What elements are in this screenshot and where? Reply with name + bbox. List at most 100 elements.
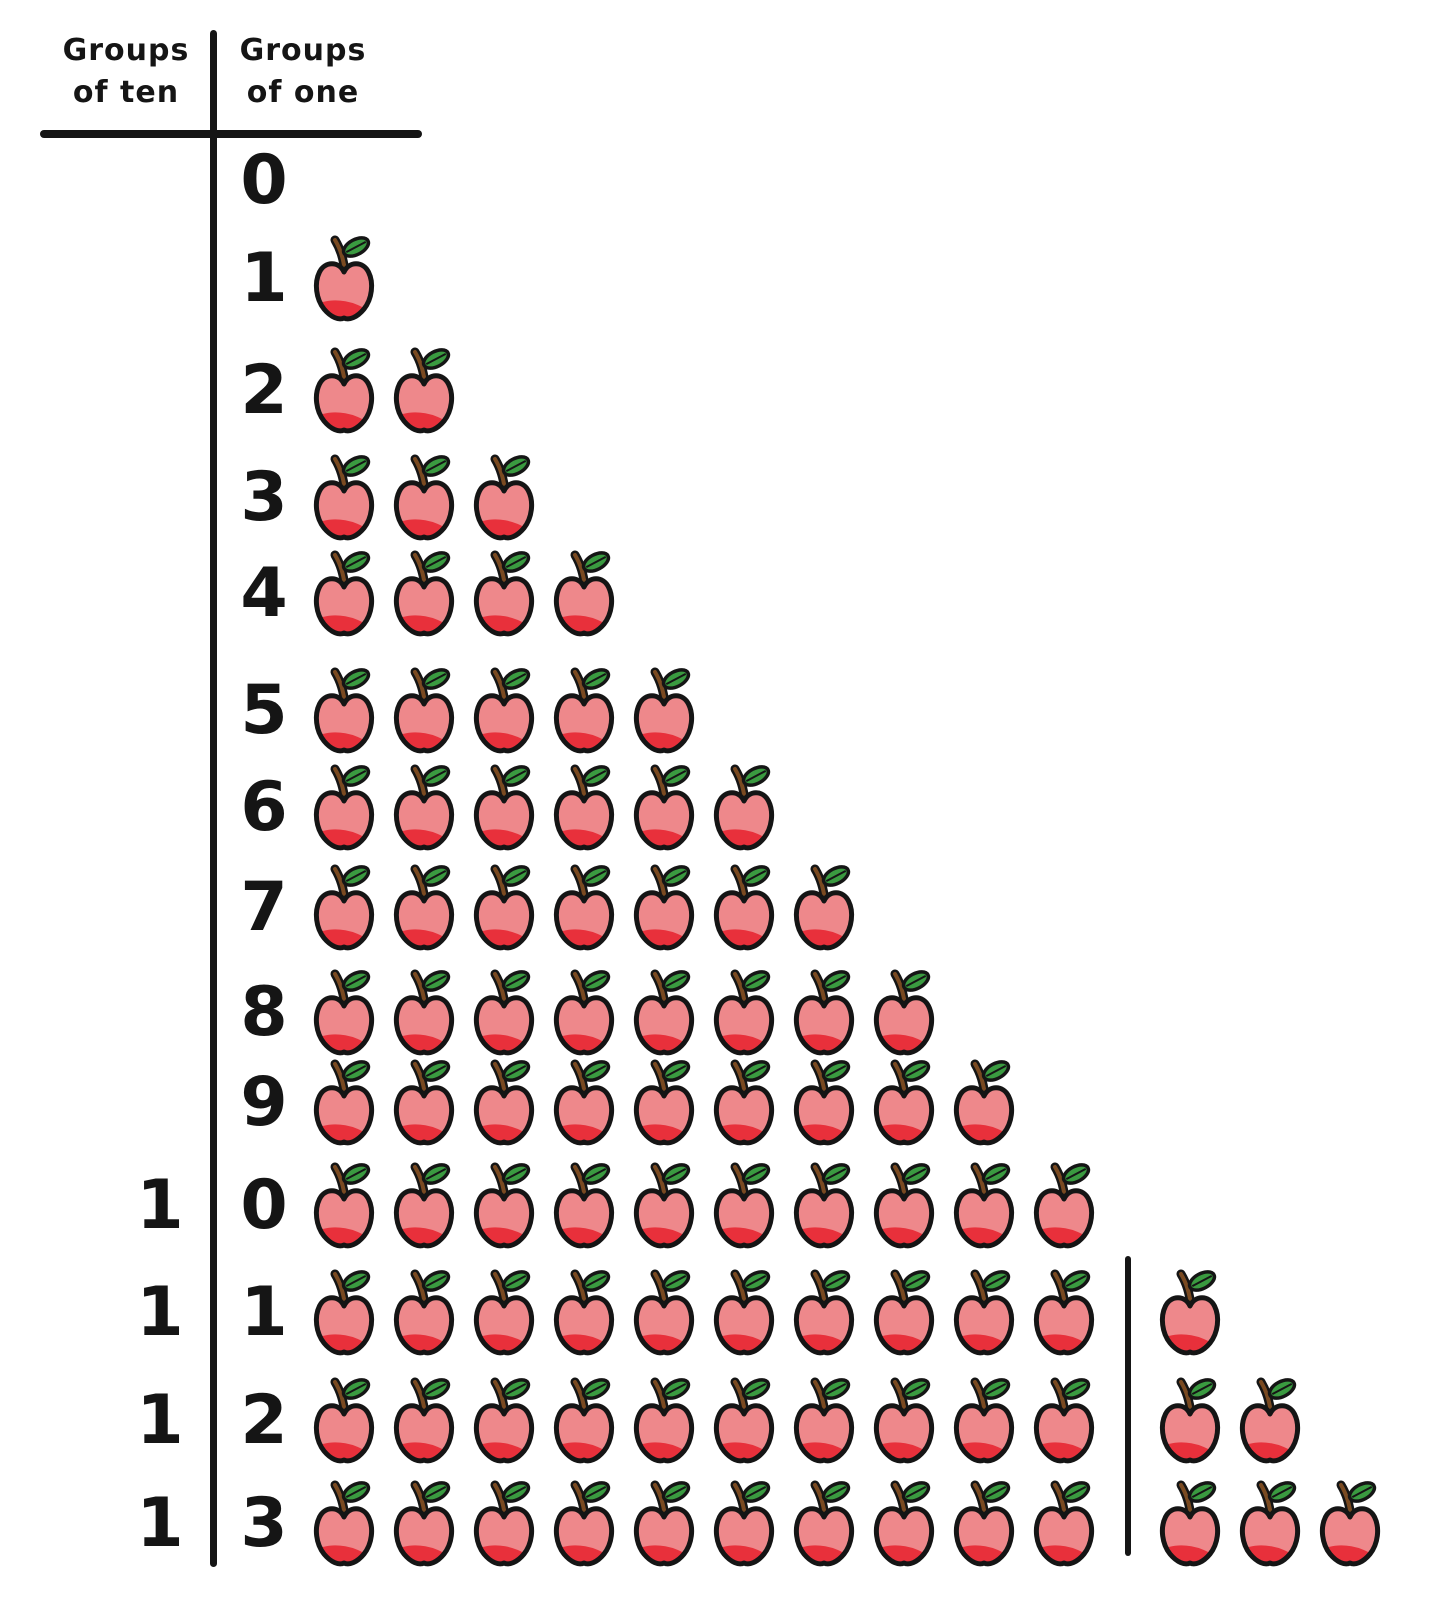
apples-main-group — [312, 1266, 1096, 1358]
tens-digit: 1 — [136, 1380, 184, 1460]
apple-icon — [552, 547, 616, 639]
apple-icon — [472, 861, 536, 953]
apple-icon — [952, 1477, 1016, 1569]
apple-icon — [632, 1477, 696, 1569]
apple-icon — [1032, 1159, 1096, 1251]
apple-icon — [312, 1266, 376, 1358]
apple-icon — [312, 1056, 376, 1148]
apple-icon — [552, 1266, 616, 1358]
apple-icon — [712, 1056, 776, 1148]
apple-icon — [312, 761, 376, 853]
apple-icon — [1032, 1266, 1096, 1358]
table-row: 4 — [0, 542, 1432, 644]
apple-icon — [632, 861, 696, 953]
group-of-ten-divider-line — [1125, 1256, 1131, 1556]
apple-icon — [792, 1374, 856, 1466]
tens-digit — [100, 227, 220, 329]
apple-icon — [712, 966, 776, 1058]
column-divider-line — [210, 30, 217, 1567]
apples-main-group — [312, 1374, 1096, 1466]
apple-icon — [472, 1266, 536, 1358]
ones-digit: 7 — [240, 867, 288, 947]
apple-icon — [392, 1266, 456, 1358]
ones-column-header: Groups of one — [228, 30, 378, 114]
apples-main-group — [312, 451, 536, 543]
tens-digit — [100, 542, 220, 644]
apple-icon — [1238, 1477, 1302, 1569]
apples-main-group — [312, 861, 856, 953]
apple-icon — [632, 1266, 696, 1358]
apples-main-group — [312, 232, 376, 324]
apple-icon — [712, 1159, 776, 1251]
ones-digit: 0 — [240, 140, 288, 220]
ones-digit: 1 — [240, 1272, 288, 1352]
tens-digit — [100, 129, 220, 231]
tens-digit — [100, 756, 220, 858]
apple-icon — [552, 966, 616, 1058]
apples-main-group — [312, 1056, 1016, 1148]
apple-icon — [552, 1477, 616, 1569]
apple-icon — [1158, 1374, 1222, 1466]
apple-icon — [472, 1159, 536, 1251]
ones-digit: 6 — [240, 767, 288, 847]
tens-digit — [100, 659, 220, 761]
apple-icon — [792, 1266, 856, 1358]
apple-icon — [792, 1056, 856, 1148]
apple-icon — [632, 1374, 696, 1466]
apple-icon — [312, 344, 376, 436]
apple-icon — [312, 1159, 376, 1251]
apple-icon — [312, 1477, 376, 1569]
apple-icon — [872, 1056, 936, 1148]
apple-icon — [392, 664, 456, 756]
apples-main-group — [312, 344, 456, 436]
apples-extra-ones-group — [1158, 1477, 1382, 1569]
apple-icon — [952, 1266, 1016, 1358]
apple-icon — [872, 1477, 936, 1569]
apple-icon — [712, 1477, 776, 1569]
tens-digit — [100, 856, 220, 958]
tens-header-line2: of ten — [72, 75, 180, 110]
apples-main-group — [312, 1477, 1096, 1569]
tens-digit: 1 — [136, 1483, 184, 1563]
tens-digit: 1 — [136, 1272, 184, 1352]
apple-icon — [792, 1477, 856, 1569]
apple-icon — [392, 761, 456, 853]
ones-digit: 1 — [240, 238, 288, 318]
apple-icon — [792, 861, 856, 953]
ones-digit: 5 — [240, 670, 288, 750]
ones-digit: 9 — [240, 1062, 288, 1142]
apple-icon — [712, 761, 776, 853]
table-row: 6 — [0, 756, 1432, 858]
ones-digit: 2 — [240, 1380, 288, 1460]
apple-icon — [552, 664, 616, 756]
apples-main-group — [312, 966, 936, 1058]
apple-icon — [312, 547, 376, 639]
ones-digit: 3 — [240, 457, 288, 537]
ones-digit: 0 — [240, 1165, 288, 1245]
tens-header-line1: Groups — [62, 33, 190, 68]
header-underline — [40, 130, 422, 138]
ones-digit: 4 — [240, 553, 288, 633]
apples-main-group — [312, 664, 696, 756]
apple-icon — [312, 1374, 376, 1466]
apple-icon — [712, 861, 776, 953]
table-row: 5 — [0, 659, 1432, 761]
ones-header-line2: of one — [246, 75, 360, 110]
apple-icon — [1032, 1374, 1096, 1466]
apple-icon — [952, 1159, 1016, 1251]
apples-main-group — [312, 547, 616, 639]
apple-icon — [632, 966, 696, 1058]
apple-icon — [312, 966, 376, 1058]
apple-icon — [632, 664, 696, 756]
tens-digit — [100, 961, 220, 1063]
apple-icon — [632, 761, 696, 853]
apple-icon — [392, 451, 456, 543]
apple-icon — [872, 1159, 936, 1251]
apples-main-group — [312, 761, 776, 853]
apple-icon — [312, 664, 376, 756]
apple-icon — [392, 1159, 456, 1251]
apple-icon — [952, 1374, 1016, 1466]
